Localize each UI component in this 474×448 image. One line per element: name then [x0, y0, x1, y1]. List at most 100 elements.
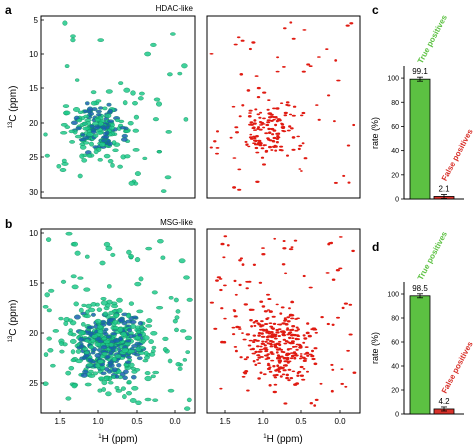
nmr-peak	[282, 247, 287, 250]
nmr-peak	[248, 47, 252, 51]
nmr-peak	[252, 334, 256, 337]
nmr-peak	[181, 63, 188, 69]
nmr-peak	[288, 307, 291, 310]
nmr-peak	[128, 253, 134, 259]
nmr-peak	[274, 149, 278, 152]
nmr-peak	[308, 65, 313, 67]
nmr-peak	[327, 94, 331, 97]
nmr-peak	[116, 308, 123, 314]
nmr-peak	[291, 136, 296, 139]
panel-b-left-x-tick: 0.0	[169, 410, 181, 426]
nmr-peak	[103, 131, 109, 137]
nmr-peak	[259, 124, 263, 126]
nmr-peak	[301, 356, 306, 359]
nmr-peak	[249, 348, 253, 351]
panel-a-y-tick-label: 5	[34, 16, 39, 25]
nmr-peak	[244, 140, 248, 143]
nmr-peak	[261, 340, 265, 343]
nmr-peak	[98, 376, 105, 381]
nmr-peak	[272, 390, 277, 394]
nmr-peak	[92, 145, 99, 149]
panel-a-letter: a	[5, 3, 12, 17]
panel-d-y-tick-label: 0	[395, 412, 399, 419]
nmr-peak	[236, 36, 241, 39]
nmr-peak	[302, 359, 307, 362]
nmr-peak	[262, 126, 266, 129]
nmr-peak	[275, 348, 280, 351]
nmr-peak	[185, 350, 190, 354]
nmr-peak	[125, 391, 132, 396]
panel-c-y-tick: 100	[387, 76, 404, 83]
nmr-peak	[254, 350, 258, 354]
panel-b-right-peaks	[209, 235, 357, 407]
nmr-peak	[274, 123, 278, 127]
panel-b-left-x-tick-label: 1.5	[54, 417, 66, 426]
nmr-peak	[302, 334, 306, 337]
nmr-peak	[83, 353, 90, 358]
nmr-peak	[106, 318, 114, 323]
nmr-peak	[90, 338, 96, 343]
nmr-peak	[280, 102, 284, 104]
nmr-peak	[47, 348, 54, 353]
nmr-peak	[132, 100, 138, 106]
panel-b-y-tick: 20	[29, 329, 44, 338]
nmr-peak	[260, 332, 264, 335]
nmr-peak	[148, 339, 154, 344]
nmr-peak	[137, 333, 143, 337]
nmr-peak	[77, 110, 84, 114]
panel-b-right-x-axis-label: H (ppm)	[267, 434, 303, 445]
panel-c-bar-true-positives	[409, 78, 431, 200]
nmr-peak	[129, 319, 137, 325]
nmr-peak	[314, 331, 318, 334]
nmr-peak	[306, 63, 311, 66]
nmr-peak	[338, 267, 343, 270]
nmr-peak	[263, 344, 267, 347]
nmr-peak	[160, 189, 167, 193]
nmr-peak	[335, 269, 340, 272]
nmr-peak	[283, 114, 288, 117]
nmr-peak	[142, 335, 150, 341]
nmr-peak	[170, 32, 176, 36]
nmr-peak	[150, 374, 156, 379]
panel-b-y-axis-sup: 13	[8, 335, 14, 342]
nmr-peak	[268, 131, 272, 134]
nmr-peak	[265, 338, 270, 341]
nmr-peak	[88, 369, 94, 374]
nmr-peak	[92, 133, 99, 138]
nmr-peak	[302, 274, 306, 278]
nmr-peak	[119, 125, 127, 130]
nmr-peak	[268, 112, 272, 115]
panel-c-y-tick: 80	[391, 100, 404, 107]
nmr-peak	[184, 406, 191, 411]
nmr-peak	[233, 346, 238, 348]
nmr-peak	[280, 123, 284, 125]
nmr-peak	[302, 341, 306, 344]
nmr-peak	[272, 107, 276, 110]
nmr-peak	[272, 374, 277, 377]
nmr-peak	[256, 322, 260, 324]
nmr-peak	[259, 111, 263, 114]
nmr-peak	[111, 356, 117, 362]
nmr-peak	[298, 168, 302, 170]
nmr-peak	[78, 307, 84, 313]
nmr-peak	[291, 370, 296, 373]
nmr-peak	[313, 362, 318, 366]
nmr-peak	[247, 344, 252, 347]
nmr-peak	[72, 241, 79, 247]
nmr-peak	[257, 126, 260, 129]
panel-b-y-axis-title: 13C (ppm)	[8, 300, 19, 343]
nmr-peak	[260, 335, 266, 338]
nmr-peak	[292, 351, 297, 354]
nmr-peak	[280, 350, 284, 353]
nmr-peak	[276, 132, 281, 135]
nmr-peak	[241, 263, 245, 266]
nmr-peak	[281, 333, 286, 336]
nmr-peak	[271, 327, 275, 330]
panel-b-y-tick-label: 20	[29, 329, 38, 338]
nmr-peak	[75, 358, 83, 364]
nmr-peak	[260, 320, 264, 323]
nmr-peak	[283, 27, 287, 30]
nmr-peak	[259, 325, 263, 328]
nmr-peak	[100, 297, 107, 301]
nmr-peak	[136, 330, 141, 334]
